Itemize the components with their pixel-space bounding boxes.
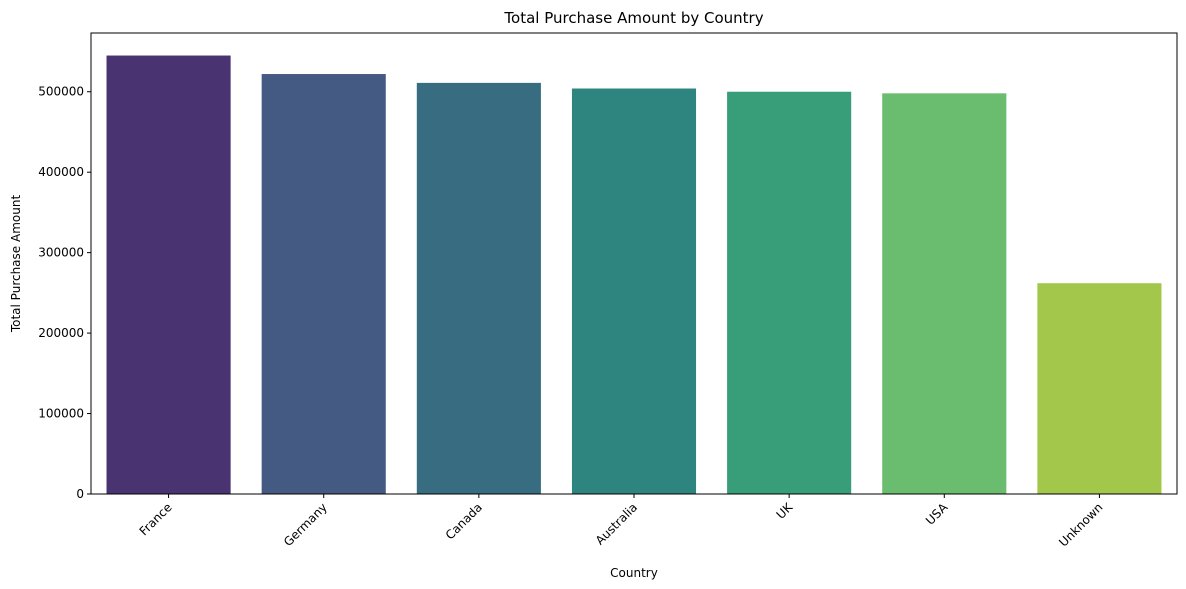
bar-canada xyxy=(416,82,541,495)
y-tick-label: 300000 xyxy=(38,246,84,260)
x-axis-label: Country xyxy=(610,566,658,580)
x-tick-label: Germany xyxy=(281,500,330,549)
y-tick-label: 100000 xyxy=(38,407,84,421)
bar-uk xyxy=(727,91,852,495)
x-axis-ticks: France Germany Canada Australia UK USA Unknown xyxy=(137,494,1106,550)
chart-title: Total Purchase Amount by Country xyxy=(503,9,763,27)
y-axis-ticks: 0 100000 200000 300000 400000 500000 xyxy=(38,85,91,501)
bar-unknown xyxy=(1037,283,1162,494)
y-axis-label: Total Purchase Amount xyxy=(9,195,23,334)
bar-germany xyxy=(261,74,386,495)
y-tick-label: 200000 xyxy=(38,326,84,340)
x-tick-label: USA xyxy=(923,500,951,528)
y-tick-label: 0 xyxy=(76,487,84,501)
plot-frame xyxy=(90,32,1178,495)
x-tick-label: Unknown xyxy=(1056,500,1105,549)
y-tick-label: 500000 xyxy=(38,85,84,99)
y-tick-label: 400000 xyxy=(38,165,84,179)
x-tick-label: Australia xyxy=(593,500,640,547)
bar-usa xyxy=(882,93,1007,494)
x-tick-label: UK xyxy=(774,499,796,521)
x-tick-label: France xyxy=(137,500,175,538)
bars-group xyxy=(106,55,1162,495)
x-tick-label: Canada xyxy=(443,500,485,542)
bar-france xyxy=(106,55,231,495)
bar-australia xyxy=(571,88,697,494)
